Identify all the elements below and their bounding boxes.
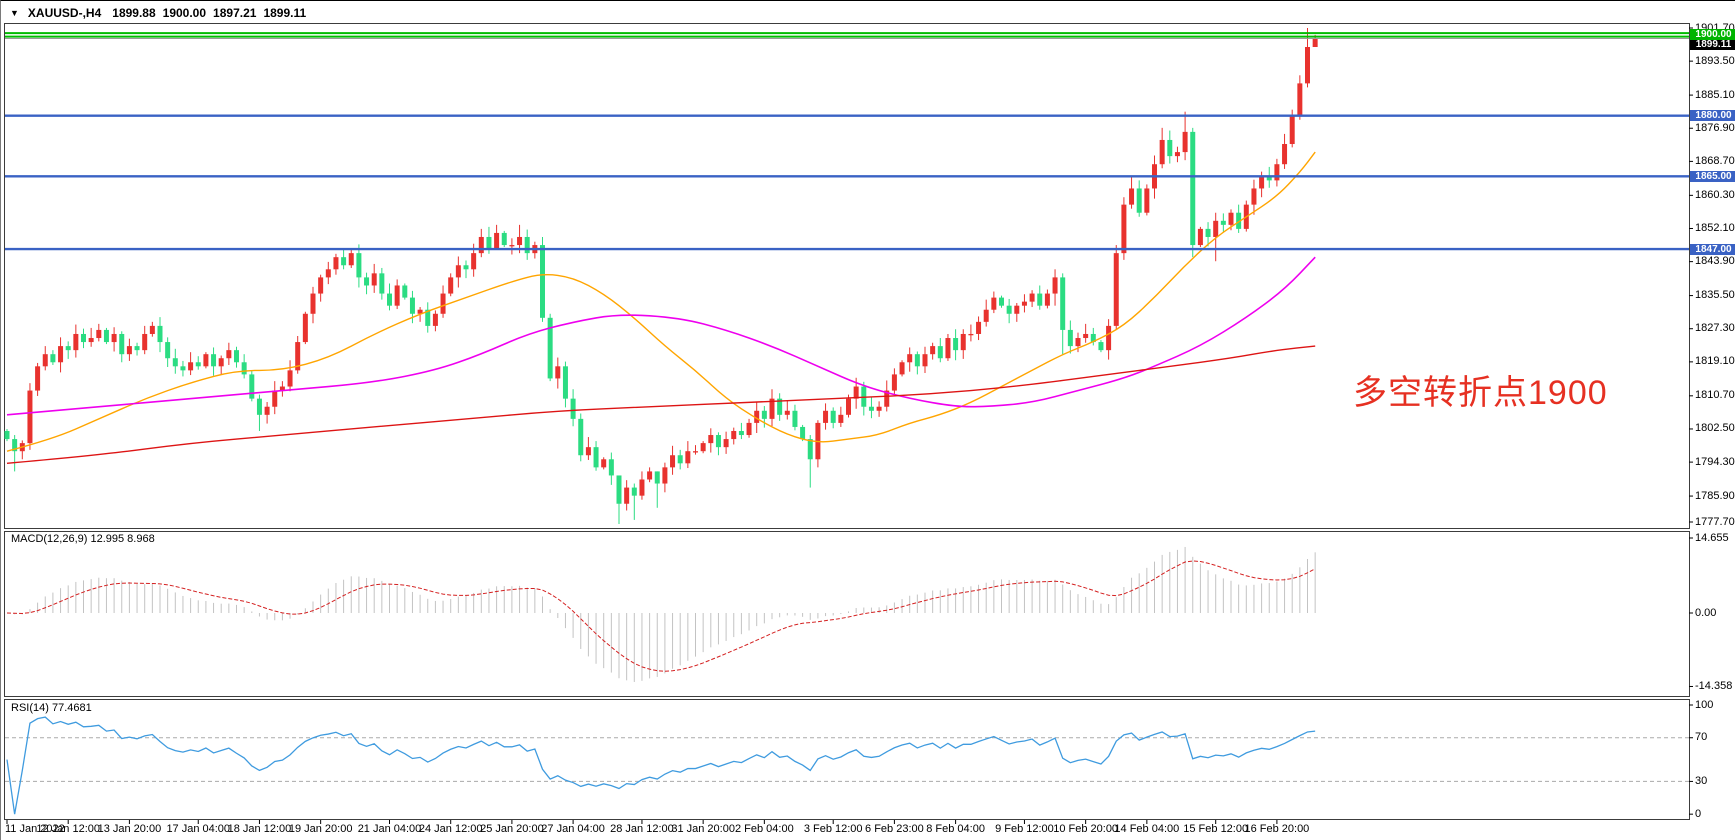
price-axis-label: 1876.90 bbox=[1695, 121, 1735, 134]
time-axis-label: 18 Jan 12:00 bbox=[227, 823, 292, 835]
price-axis-label: 1860.30 bbox=[1695, 188, 1735, 201]
macd-indicator-label: MACD(12,26,9) 12.995 8.968 bbox=[11, 533, 155, 545]
price-axis-label: 1901.70 bbox=[1695, 21, 1735, 34]
time-axis-label: 6 Feb 23:00 bbox=[865, 823, 924, 835]
symbol-timeframe: XAUUSD-,H4 bbox=[27, 5, 102, 20]
time-axis-label: 10 Feb 20:00 bbox=[1053, 823, 1119, 835]
price-axis-label: 1777.70 bbox=[1695, 515, 1735, 528]
price-axis-label: 1868.70 bbox=[1695, 154, 1735, 167]
rsi-indicator-label: RSI(14) 77.4681 bbox=[11, 702, 92, 714]
price-axis-label: 1827.30 bbox=[1695, 322, 1735, 335]
time-axis-label: 15 Feb 12:00 bbox=[1183, 823, 1249, 835]
rsi-axis-label: 100 bbox=[1695, 698, 1714, 711]
time-axis-label: 14 Feb 04:00 bbox=[1114, 823, 1180, 835]
quote-open: 1899.88 bbox=[112, 5, 156, 20]
rsi-axis-label: 70 bbox=[1695, 731, 1708, 744]
time-axis-label: 3 Feb 12:00 bbox=[803, 823, 863, 835]
time-axis-label: 12 Jan 12:00 bbox=[36, 823, 100, 835]
time-axis-label: 17 Jan 04:00 bbox=[166, 823, 231, 835]
quote-high: 1900.00 bbox=[162, 5, 207, 20]
price-axis-label: 1794.30 bbox=[1695, 455, 1735, 468]
time-axis-label: 19 Jan 20:00 bbox=[288, 823, 353, 835]
rsi-axis-label: 30 bbox=[1695, 774, 1708, 787]
time-axis-label: 27 Jan 04:00 bbox=[541, 823, 605, 835]
price-axis-label: 1843.90 bbox=[1695, 255, 1735, 268]
macd-axis-label: 14.655 bbox=[1695, 531, 1729, 544]
time-axis-label: 2 Feb 04:00 bbox=[734, 823, 794, 835]
time-axis-label: 13 Jan 20:00 bbox=[97, 823, 162, 835]
time-axis-label: 31 Jan 20:00 bbox=[671, 823, 735, 835]
price-level-badge[interactable]: 1865.00 bbox=[1690, 170, 1735, 182]
macd-axis-label: 0.00 bbox=[1695, 606, 1717, 619]
chart-title-bar: ▼ XAUUSD-,H4 1899.88 1900.00 1897.21 189… bbox=[4, 3, 306, 22]
time-axis-label: 9 Feb 12:00 bbox=[995, 823, 1054, 835]
price-axis-label: 1819.10 bbox=[1695, 355, 1735, 368]
symbol-dropdown-icon[interactable]: ▼ bbox=[10, 7, 19, 18]
time-axis-label: 25 Jan 20:00 bbox=[480, 823, 544, 835]
time-axis-label: 28 Jan 12:00 bbox=[610, 823, 674, 835]
price-level-badge[interactable]: 1880.00 bbox=[1690, 110, 1735, 122]
macd-panel bbox=[4, 531, 1690, 697]
price-axis-label: 1885.10 bbox=[1695, 88, 1735, 101]
rsi-axis-label: 0 bbox=[1695, 807, 1702, 820]
time-axis-label: 16 Feb 20:00 bbox=[1244, 823, 1310, 835]
quote-low: 1897.21 bbox=[213, 5, 257, 20]
macd-axis-label: -14.358 bbox=[1695, 679, 1733, 692]
current-price-badge: 1899.11 bbox=[1690, 40, 1735, 50]
time-axis-label: 21 Jan 04:00 bbox=[357, 823, 422, 835]
price-level-badge[interactable]: 1847.00 bbox=[1690, 243, 1735, 255]
price-axis-label: 1785.90 bbox=[1695, 489, 1735, 502]
price-axis-label: 1802.50 bbox=[1695, 422, 1735, 435]
chart-annotation-text: 多空转折点1900 bbox=[1353, 374, 1608, 412]
price-axis-label: 1810.70 bbox=[1695, 389, 1735, 402]
price-chart-panel bbox=[4, 23, 1690, 529]
time-axis-label: 24 Jan 12:00 bbox=[418, 823, 483, 835]
quote-close: 1899.11 bbox=[263, 5, 307, 20]
price-level-badge[interactable]: 1900.00 bbox=[1690, 29, 1735, 41]
price-axis-label: 1852.10 bbox=[1695, 221, 1735, 234]
time-axis-label: 11 Jan 2022 bbox=[5, 823, 65, 835]
rsi-panel bbox=[4, 699, 1690, 820]
time-axis-label: 8 Feb 04:00 bbox=[926, 823, 985, 835]
price-axis-label: 1893.50 bbox=[1695, 54, 1735, 67]
price-axis-label: 1835.50 bbox=[1695, 289, 1735, 302]
